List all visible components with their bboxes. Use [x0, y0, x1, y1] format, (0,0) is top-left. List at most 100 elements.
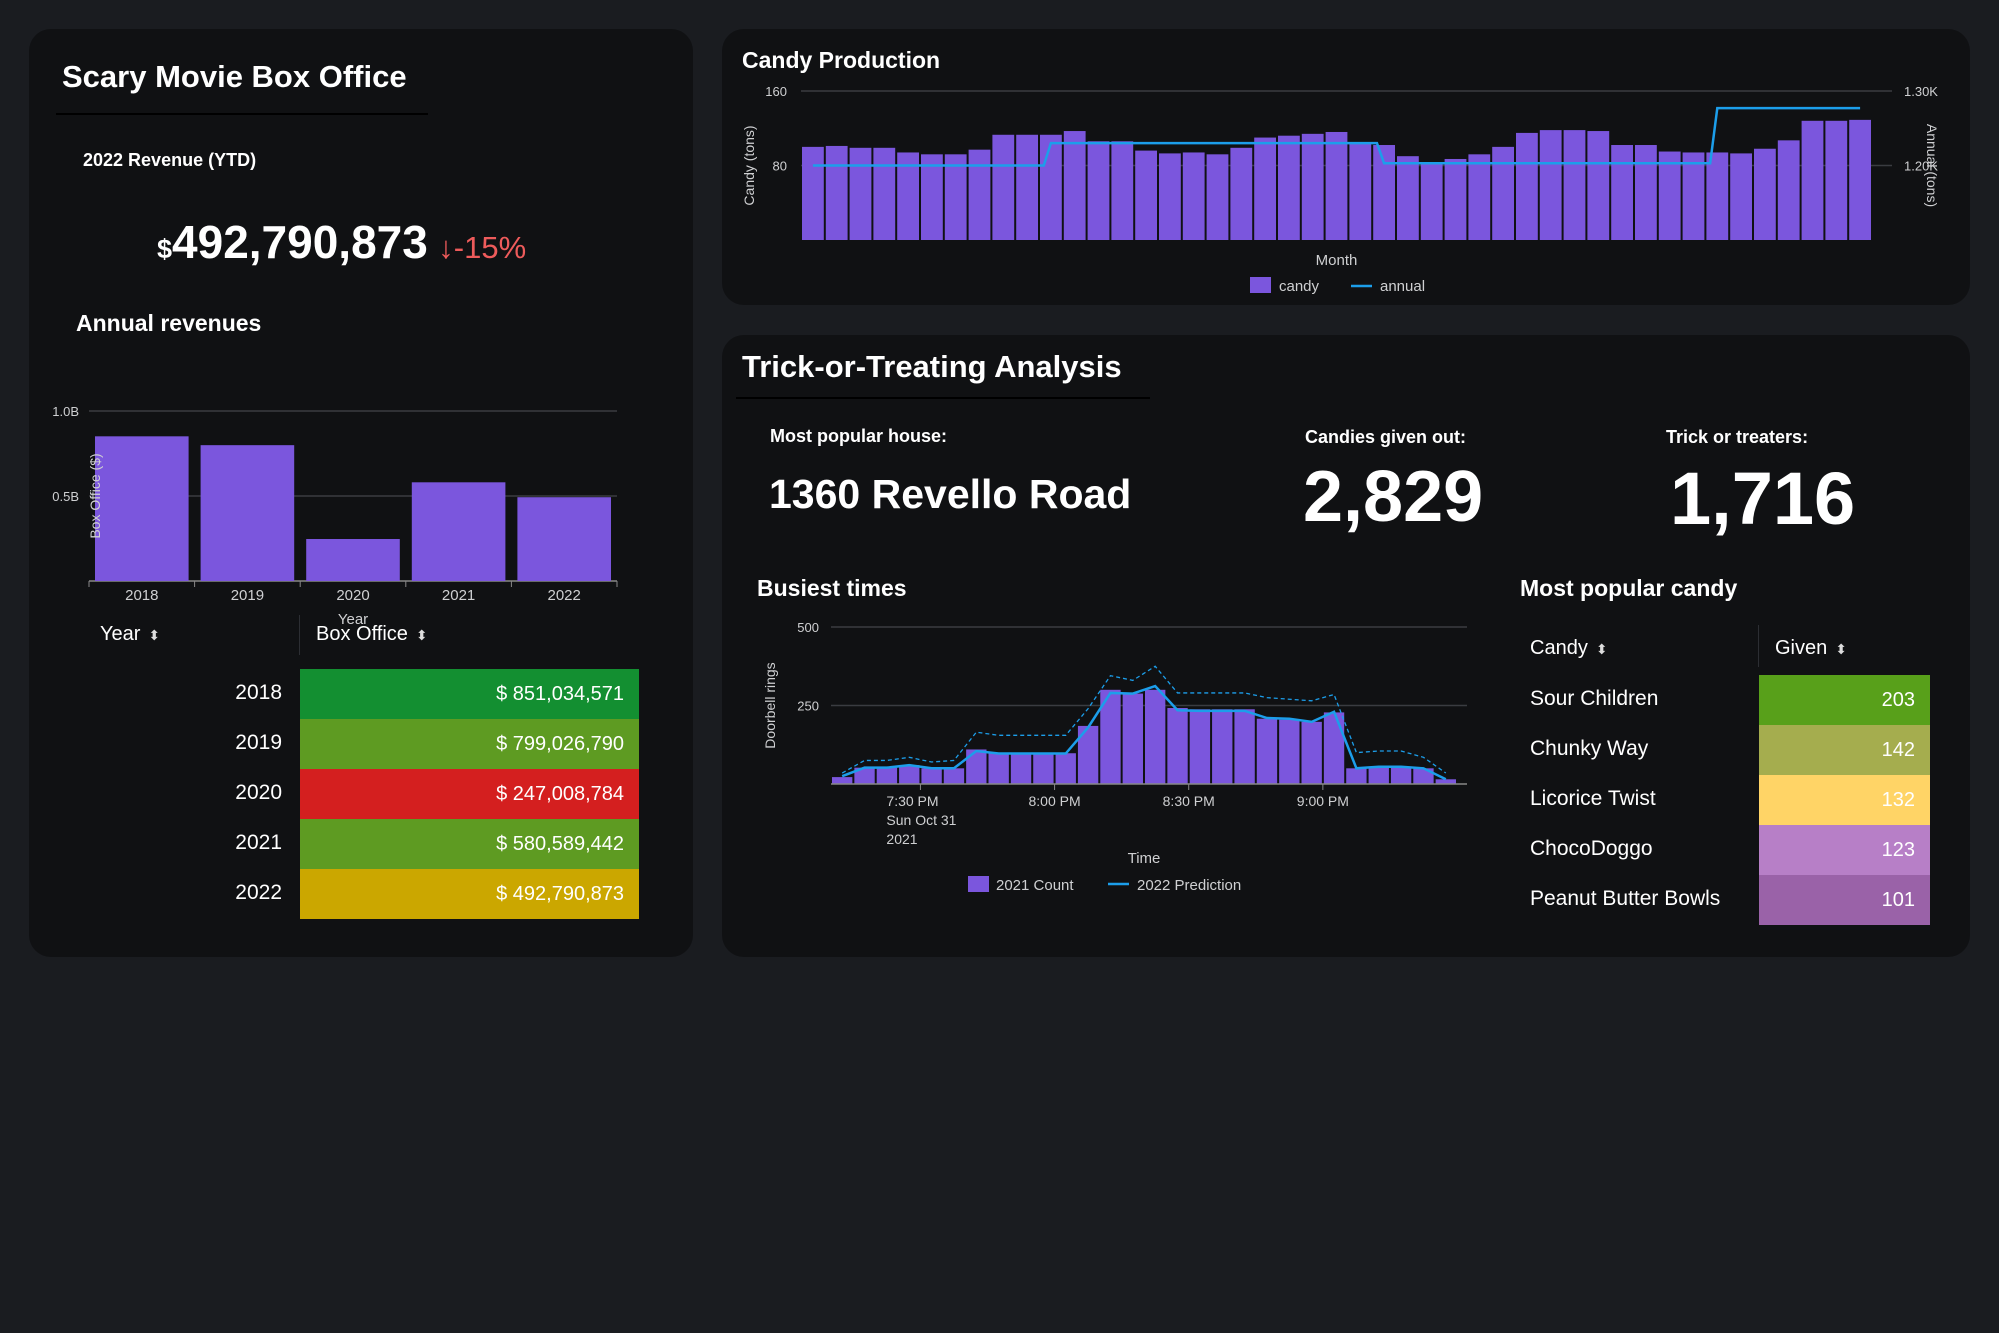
candy-bar: [1373, 145, 1395, 240]
count-bar: [1122, 693, 1143, 784]
candy-name-cell: Sour Children: [1530, 687, 1659, 710]
y2-axis-label: Annual (tons): [1924, 124, 1940, 207]
given-cell: 203: [1759, 675, 1930, 725]
box-office-cell: $ 851,034,571: [300, 669, 639, 719]
title-underline: [736, 397, 1150, 399]
currency-symbol: $: [157, 234, 173, 264]
y2-tick-label: 1.30K: [1904, 84, 1938, 99]
candy-bar: [1349, 143, 1372, 240]
candy-bar: [1849, 119, 1871, 240]
candy-bar: [1230, 147, 1253, 240]
x-tick-label: 2022: [548, 587, 581, 604]
sort-icon: ⬍: [1595, 641, 1608, 657]
count-bar: [943, 768, 965, 784]
revenue-bar: [200, 445, 295, 581]
prediction-upper-line: [841, 665, 1447, 774]
x-tick-label: 2021: [886, 831, 917, 847]
sort-icon: ⬍: [415, 627, 428, 643]
candy-column-header[interactable]: Candy ⬍: [1530, 637, 1608, 659]
given-cell: 142: [1759, 725, 1930, 775]
column-divider: [299, 615, 300, 655]
popular-house-value: 1360 Revello Road: [769, 471, 1132, 517]
count-bar: [1167, 708, 1188, 784]
year-column-header[interactable]: Year ⬍: [100, 623, 161, 645]
y-tick-label: 500: [797, 620, 819, 635]
candy-production-panel: Candy Production 80 160 1.20K 1.30K Month Can…: [722, 29, 1970, 305]
candy-bar: [1539, 130, 1562, 240]
count-bar: [1145, 689, 1166, 784]
candy-bar: [1444, 158, 1467, 240]
count-bar: [1435, 779, 1456, 784]
candies-given-value: 2,829: [1303, 457, 1484, 537]
box-office-column-header[interactable]: Box Office ⬍: [316, 623, 428, 645]
legend-swatch-candy: [1250, 277, 1271, 293]
revenue-kpi: $492,790,873 ↓-15%: [157, 215, 526, 269]
legend-label-prediction: 2022 Prediction: [1137, 877, 1241, 894]
x-tick-label: Sun Oct 31: [886, 812, 956, 828]
sort-icon: ⬍: [148, 627, 161, 643]
candy-bar: [1516, 132, 1538, 240]
count-bar: [1301, 721, 1322, 784]
annual-line: [812, 106, 1861, 167]
candy-bar: [1206, 154, 1229, 240]
candy-bar: [1587, 131, 1610, 240]
count-bar: [988, 753, 1009, 784]
sort-icon: ⬍: [1835, 641, 1847, 657]
candy-bar: [1278, 135, 1300, 240]
trick-or-treating-panel: Trick-or-Treating Analysis Most popular …: [722, 335, 1970, 957]
box-office-cell: $ 580,589,442: [300, 819, 639, 869]
candy-bar: [1563, 130, 1586, 240]
x-tick-label: 8:30 PM: [1163, 793, 1215, 809]
candy-bar: [1087, 141, 1110, 240]
count-bar: [1100, 689, 1121, 784]
legend-swatch-count: [968, 876, 989, 892]
year-cell: 2018: [235, 681, 282, 704]
count-bar: [899, 765, 920, 784]
candy-bar: [968, 149, 991, 240]
candy-bar: [1135, 150, 1157, 240]
revenue-value: 492,790,873: [172, 216, 428, 268]
given-column-header[interactable]: Given ⬍: [1775, 637, 1847, 659]
box-office-cell: $ 247,008,784: [300, 769, 639, 819]
count-bar: [1256, 718, 1278, 784]
year-cell: 2019: [235, 731, 282, 754]
x-tick-label: 8:00 PM: [1029, 793, 1081, 809]
trend-value: -15%: [453, 230, 527, 265]
legend-label-count: 2021 Count: [996, 877, 1074, 894]
y-tick-label: 1.0B: [52, 404, 79, 419]
count-bar: [854, 767, 875, 784]
y-tick-label: 250: [797, 699, 819, 714]
count-bar: [1077, 725, 1099, 784]
y-axis-label: Candy (tons): [741, 125, 757, 205]
x-tick-label: 2018: [125, 587, 158, 604]
candies-given-label: Candies given out:: [1305, 427, 1467, 447]
count-bar: [1055, 753, 1076, 784]
revenue-bar: [411, 482, 506, 581]
x-axis-label: Month: [1316, 252, 1358, 269]
candy-bar: [1063, 131, 1086, 240]
count-bar: [921, 768, 942, 784]
count-bar: [1234, 709, 1255, 784]
candy-bar: [1468, 154, 1491, 240]
year-cell: 2022: [235, 881, 282, 904]
revenue-label: 2022 Revenue (YTD): [83, 150, 257, 170]
candy-bar: [1777, 140, 1800, 240]
candy-bar: [1301, 133, 1324, 240]
panel-title: Scary Movie Box Office: [62, 59, 407, 94]
x-tick-label: 2021: [442, 587, 475, 604]
prediction-line: [841, 684, 1447, 781]
box-office-cell: $ 492,790,873: [300, 869, 639, 919]
x-axis-label: Time: [1128, 850, 1161, 867]
y-tick-label: 80: [773, 159, 787, 174]
candy-bar: [1159, 153, 1181, 240]
x-tick-label: 9:00 PM: [1297, 793, 1349, 809]
trick-or-treaters-value: 1,716: [1670, 457, 1856, 540]
busiest-times-title: Busiest times: [757, 575, 907, 601]
candy-bar: [1658, 151, 1681, 240]
x-tick-label: 7:30 PM: [886, 793, 938, 809]
candy-name-cell: Licorice Twist: [1530, 787, 1656, 810]
candy-bar: [992, 134, 1015, 240]
candy-bar: [1706, 152, 1729, 240]
y-axis-label: Box Office ($): [87, 453, 103, 538]
count-bar: [1390, 766, 1412, 784]
